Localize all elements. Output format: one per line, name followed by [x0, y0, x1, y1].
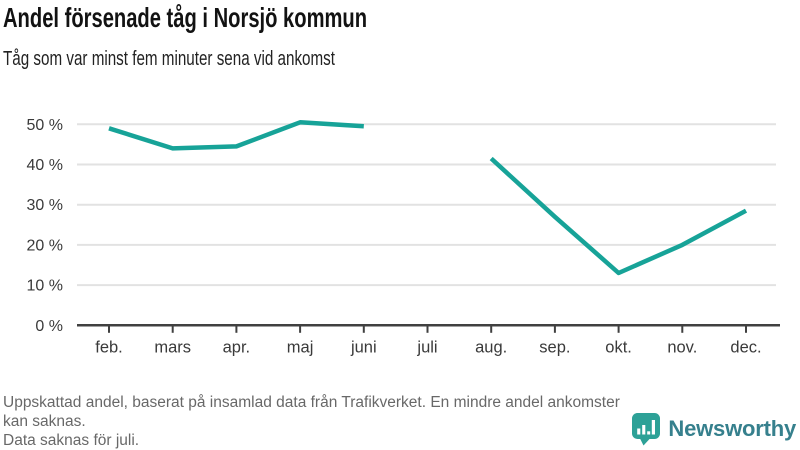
x-axis-label: feb. [95, 338, 123, 356]
missing-data-note: Data saknas för juli. [3, 432, 140, 449]
y-axis-label: 20 % [27, 237, 63, 254]
x-axis-label: juli [416, 338, 437, 356]
x-axis-label: nov. [667, 338, 697, 356]
y-axis-label: 40 % [27, 157, 63, 174]
data-line-segment [108, 120, 364, 151]
footer-notes: Uppskattad andel, baserat på insamlad da… [3, 393, 621, 450]
y-axis-label: 10 % [27, 278, 63, 295]
newsworthy-logo: Newsworthy [631, 412, 796, 446]
line-chart: 0 % 10 % 20 % 30 % 40 % 50 % feb. mars apr. maj ju… [27, 117, 780, 356]
source-note: Uppskattad andel, baserat på insamlad da… [3, 394, 620, 430]
x-axis-label: okt. [605, 338, 632, 356]
chart-subtitle: Tåg som var minst fem minuter sena vid a… [3, 48, 335, 70]
x-axis-label: juni [350, 338, 377, 356]
newsworthy-wordmark: Newsworthy [668, 416, 796, 441]
page-title: Andel försenade tåg i Norsjö kommun [3, 2, 368, 33]
newsworthy-chart-bubble-icon [632, 413, 661, 446]
x-axis-label: mars [154, 338, 191, 356]
x-axis-label: sep. [539, 338, 570, 356]
x-axis-label: maj [287, 338, 314, 356]
x-axis-label: dec. [730, 338, 761, 356]
x-axis-label: apr. [223, 338, 251, 356]
data-line-segment [489, 156, 748, 276]
y-axis-label: 50 % [27, 117, 63, 134]
y-axis-label: 30 % [27, 197, 63, 214]
y-axis-label: 0 % [35, 318, 63, 335]
x-axis-label: aug. [475, 338, 507, 356]
